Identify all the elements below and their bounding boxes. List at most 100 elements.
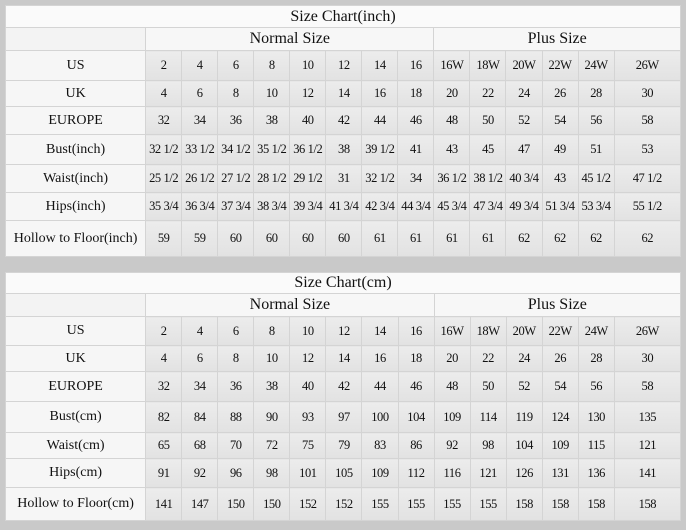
size-value-cell: 20W bbox=[505, 50, 543, 81]
size-value-cell: 48 bbox=[433, 106, 471, 135]
size-value-cell: 70 bbox=[217, 432, 255, 459]
size-value-cell: 8 bbox=[217, 345, 255, 372]
size-table: Size Chart(inch) Normal Size Plus Size US 2 4… bbox=[4, 5, 682, 257]
size-value-cell: 16W bbox=[433, 50, 471, 81]
size-value-cell: 30 bbox=[613, 345, 682, 372]
size-value-cell: 24 bbox=[505, 80, 543, 107]
size-value-cell: 12 bbox=[325, 316, 363, 346]
size-value-cell: 68 bbox=[181, 432, 219, 459]
size-value-cell: 25 1/2 bbox=[145, 164, 183, 193]
size-value-cell: 150 bbox=[217, 487, 255, 521]
size-value-cell: 59 bbox=[145, 220, 183, 257]
size-value-cell: 37 3/4 bbox=[217, 192, 255, 221]
size-value-cell: 49 3/4 bbox=[505, 192, 543, 221]
size-value-cell: 91 bbox=[145, 458, 183, 488]
size-value-cell: 83 bbox=[361, 432, 399, 459]
blank-cell bbox=[4, 27, 147, 51]
size-value-cell: 35 3/4 bbox=[145, 192, 183, 221]
size-value-cell: 79 bbox=[325, 432, 363, 459]
table-row: Hollow to Floor(cm) 141 147 150 150 152 152 155… bbox=[4, 487, 682, 521]
row-label: Hollow to Floor(cm) bbox=[4, 487, 147, 521]
size-value-cell: 109 bbox=[361, 458, 399, 488]
size-value-cell: 33 1/2 bbox=[181, 134, 219, 165]
table-row: UK 4 6 8 10 12 14 16 18 20 22 24 26 28 30 bbox=[4, 80, 682, 107]
size-value-cell: 86 bbox=[397, 432, 435, 459]
size-chart-cm: Size Chart(cm) Normal Size Plus Size US 2 4 6 8… bbox=[4, 272, 682, 521]
size-value-cell: 112 bbox=[397, 458, 435, 488]
size-value-cell: 28 1/2 bbox=[253, 164, 291, 193]
size-value-cell: 60 bbox=[325, 220, 363, 257]
size-value-cell: 44 3/4 bbox=[397, 192, 435, 221]
size-value-cell: 18 bbox=[397, 80, 435, 107]
size-value-cell: 158 bbox=[613, 487, 682, 521]
size-value-cell: 98 bbox=[253, 458, 291, 488]
size-value-cell: 109 bbox=[541, 432, 579, 459]
size-value-cell: 135 bbox=[613, 401, 682, 433]
size-value-cell: 6 bbox=[217, 50, 255, 81]
table-row: Hollow to Floor(inch) 59 59 60 60 60 60 61 61 61 6… bbox=[4, 220, 682, 257]
plus-size-header: Plus Size bbox=[433, 293, 682, 317]
size-value-cell: 104 bbox=[505, 432, 543, 459]
table-row: EUROPE 32 34 36 38 40 42 44 46 48 50 52 54 56 58 bbox=[4, 106, 682, 135]
size-value-cell: 136 bbox=[577, 458, 615, 488]
row-label: UK bbox=[4, 345, 147, 372]
table-row: Bust(inch) 32 1/2 33 1/2 34 1/2 35 1/2 36 1/2… bbox=[4, 134, 682, 165]
size-value-cell: 60 bbox=[289, 220, 327, 257]
size-value-cell: 92 bbox=[181, 458, 219, 488]
size-chart-inch: Size Chart(inch) Normal Size Plus Size US 2 4… bbox=[4, 5, 682, 257]
size-value-cell: 22W bbox=[541, 316, 579, 346]
size-value-cell: 61 bbox=[397, 220, 435, 257]
size-value-cell: 48 bbox=[433, 371, 471, 402]
size-value-cell: 114 bbox=[469, 401, 507, 433]
size-value-cell: 18W bbox=[469, 316, 507, 346]
size-value-cell: 16 bbox=[361, 80, 399, 107]
size-value-cell: 131 bbox=[541, 458, 579, 488]
size-value-cell: 41 bbox=[397, 134, 435, 165]
size-value-cell: 84 bbox=[181, 401, 219, 433]
size-value-cell: 104 bbox=[397, 401, 435, 433]
size-value-cell: 52 bbox=[505, 106, 543, 135]
size-value-cell: 50 bbox=[469, 371, 507, 402]
size-value-cell: 45 3/4 bbox=[433, 192, 471, 221]
size-value-cell: 36 1/2 bbox=[289, 134, 327, 165]
size-value-cell: 45 1/2 bbox=[577, 164, 615, 193]
size-value-cell: 26W bbox=[613, 50, 682, 81]
size-value-cell: 32 bbox=[145, 371, 183, 402]
size-value-cell: 36 1/2 bbox=[433, 164, 471, 193]
size-value-cell: 10 bbox=[253, 80, 291, 107]
table-row: US 2 4 6 8 10 12 14 16 16W 18W 20W 22W 24W 26W bbox=[4, 50, 682, 81]
size-value-cell: 150 bbox=[253, 487, 291, 521]
size-value-cell: 124 bbox=[541, 401, 579, 433]
size-value-cell: 32 bbox=[145, 106, 183, 135]
row-label: Waist(cm) bbox=[4, 432, 147, 459]
size-value-cell: 60 bbox=[217, 220, 255, 257]
size-value-cell: 14 bbox=[361, 316, 399, 346]
size-value-cell: 36 bbox=[217, 106, 255, 135]
size-value-cell: 28 bbox=[577, 345, 615, 372]
size-value-cell: 43 bbox=[541, 164, 579, 193]
size-value-cell: 155 bbox=[433, 487, 471, 521]
size-value-cell: 2 bbox=[145, 50, 183, 81]
row-label: Bust(inch) bbox=[4, 134, 147, 165]
size-value-cell: 14 bbox=[361, 50, 399, 81]
size-value-cell: 26 bbox=[541, 345, 579, 372]
size-value-cell: 6 bbox=[181, 80, 219, 107]
size-value-cell: 116 bbox=[433, 458, 471, 488]
size-value-cell: 34 bbox=[181, 371, 219, 402]
size-value-cell: 43 bbox=[433, 134, 471, 165]
size-value-cell: 115 bbox=[577, 432, 615, 459]
table-row: US 2 4 6 8 10 12 14 16 16W 18W 20W 22W 24W 26W bbox=[4, 316, 682, 346]
size-value-cell: 62 bbox=[505, 220, 543, 257]
size-value-cell: 158 bbox=[505, 487, 543, 521]
size-value-cell: 18W bbox=[469, 50, 507, 81]
size-value-cell: 50 bbox=[469, 106, 507, 135]
size-value-cell: 20W bbox=[505, 316, 543, 346]
size-value-cell: 52 bbox=[505, 371, 543, 402]
row-label: Hips(inch) bbox=[4, 192, 147, 221]
size-value-cell: 53 3/4 bbox=[577, 192, 615, 221]
size-value-cell: 20 bbox=[433, 345, 471, 372]
table-row: Hips(inch) 35 3/4 36 3/4 37 3/4 38 3/4 39 3/4… bbox=[4, 192, 682, 221]
size-value-cell: 61 bbox=[433, 220, 471, 257]
size-value-cell: 36 3/4 bbox=[181, 192, 219, 221]
size-value-cell: 12 bbox=[289, 80, 327, 107]
